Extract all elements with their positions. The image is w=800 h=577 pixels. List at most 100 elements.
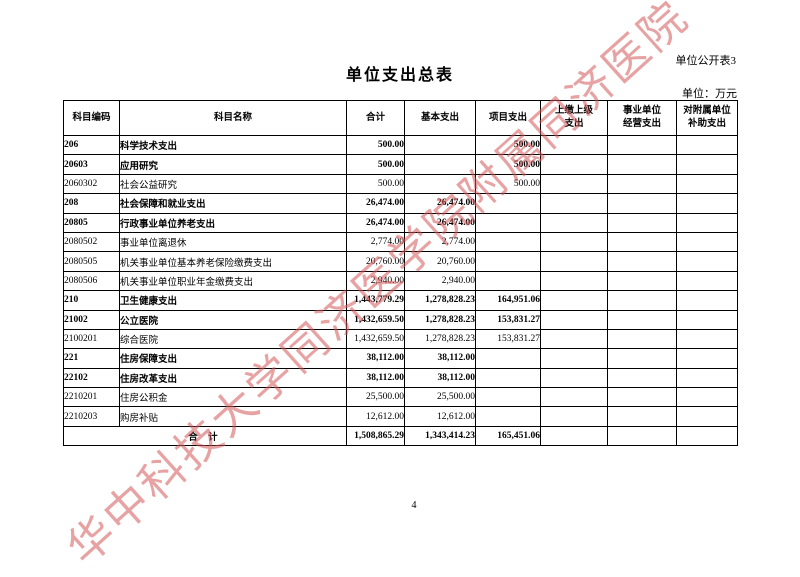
amount-cell-project: 500.00 <box>475 154 541 175</box>
amount-cell-operating <box>607 251 677 272</box>
amount-cell-operating <box>607 154 677 175</box>
subject-name-cell: 住房改革支出 <box>119 367 347 389</box>
amount-cell-total: 1,432,659.50 <box>346 328 405 350</box>
amount-cell-upper-level <box>540 270 608 292</box>
table-row: 2100201 综合医院 1,432,659.50 1,278,828.23 153,8… <box>63 328 738 350</box>
table-row: 2210203 购房补贴 12,612.00 12,612.00 <box>63 406 738 427</box>
column-header-3: 基本支出 <box>404 100 476 136</box>
amount-cell-project: 500.00 <box>475 173 541 195</box>
amount-cell-subsidy <box>676 173 738 195</box>
amount-cell-upper-level <box>540 387 608 408</box>
column-header-7: 对附属单位 补助支出 <box>676 100 738 136</box>
amount-cell-upper-level <box>540 290 608 311</box>
amount-cell-basic: 2,774.00 <box>404 231 476 253</box>
amount-cell-project <box>475 406 541 427</box>
subject-name-cell: 机关事业单位基本养老保险缴费支出 <box>119 251 347 272</box>
table-row: 2080506 机关事业单位职业年金缴费支出 2,940.00 2,940.00 <box>63 270 738 292</box>
subject-code-cell: 20603 <box>63 154 120 175</box>
amount-cell-basic <box>404 154 476 175</box>
table-row: 2210201 住房公积金 25,500.00 25,500.00 <box>63 387 738 408</box>
amount-cell-basic: 26,474.00 <box>404 212 476 233</box>
amount-cell-upper-level <box>540 348 608 369</box>
amount-cell-operating <box>607 270 677 292</box>
amount-cell-subsidy <box>676 406 738 427</box>
subject-code-cell: 22102 <box>63 367 120 389</box>
amount-cell-project <box>475 231 541 253</box>
amount-cell-operating <box>607 193 677 214</box>
table-row: 221 住房保障支出 38,112.00 38,112.00 <box>63 348 738 369</box>
subject-name-cell: 社会公益研究 <box>119 173 347 195</box>
subject-code-cell: 2210201 <box>63 387 120 408</box>
amount-cell-project: 153,831.27 <box>475 328 541 350</box>
table-row: 20805 行政事业单位养老支出 26,474.00 26,474.00 <box>63 212 738 233</box>
table-row: 2060302 社会公益研究 500.00 500.00 <box>63 173 738 195</box>
subject-name-cell: 综合医院 <box>119 328 347 350</box>
subject-code-cell: 208 <box>63 193 120 214</box>
amount-cell-upper-level <box>540 231 608 253</box>
amount-cell-total: 2,940.00 <box>346 270 405 292</box>
amount-cell-project: 164,951.06 <box>475 290 541 311</box>
amount-cell-upper-level <box>540 173 608 195</box>
subject-name-cell: 卫生健康支出 <box>119 290 347 311</box>
amount-cell-operating <box>607 231 677 253</box>
column-header-2: 合计 <box>346 100 405 136</box>
amount-cell-operating <box>607 173 677 195</box>
grand-total-label-cell: 合 计 <box>63 425 347 447</box>
amount-cell-total: 500.00 <box>346 173 405 195</box>
amount-cell-total: 26,474.00 <box>346 212 405 233</box>
subject-name-cell: 行政事业单位养老支出 <box>119 212 347 233</box>
amount-cell-operating <box>607 387 677 408</box>
column-header-4: 项目支出 <box>475 100 541 136</box>
amount-cell-total: 1,432,659.50 <box>346 309 405 330</box>
amount-cell-subsidy <box>676 134 738 156</box>
amount-cell-project <box>475 193 541 214</box>
grand-total-row: 合 计 1,508,865.29 1,343,414.23 165,451.06 <box>63 425 738 447</box>
amount-cell-subsidy <box>676 367 738 389</box>
subject-code-cell: 2210203 <box>63 406 120 427</box>
amount-cell-subsidy <box>676 154 738 175</box>
amount-cell-operating <box>607 425 677 447</box>
amount-cell-subsidy <box>676 193 738 214</box>
amount-cell-total: 26,474.00 <box>346 193 405 214</box>
subject-code-cell: 206 <box>63 134 120 156</box>
amount-cell-basic: 20,760.00 <box>404 251 476 272</box>
amount-cell-subsidy <box>676 290 738 311</box>
amount-cell-total: 38,112.00 <box>346 348 405 369</box>
table-row: 22102 住房改革支出 38,112.00 38,112.00 <box>63 367 738 389</box>
amount-cell-basic: 1,343,414.23 <box>404 425 476 447</box>
amount-cell-subsidy <box>676 231 738 253</box>
amount-cell-basic: 1,278,828.23 <box>404 290 476 311</box>
amount-cell-total: 1,443,779.29 <box>346 290 405 311</box>
amount-cell-total: 25,500.00 <box>346 387 405 408</box>
amount-cell-operating <box>607 134 677 156</box>
amount-cell-basic: 12,612.00 <box>404 406 476 427</box>
amount-cell-subsidy <box>676 212 738 233</box>
subject-name-cell: 住房公积金 <box>119 387 347 408</box>
subject-code-cell: 2060302 <box>63 173 120 195</box>
table-row: 208 社会保障和就业支出 26,474.00 26,474.00 <box>63 193 738 214</box>
subject-name-cell: 机关事业单位职业年金缴费支出 <box>119 270 347 292</box>
subject-name-cell: 科学技术支出 <box>119 134 347 156</box>
page-number: 4 <box>411 500 417 511</box>
amount-cell-basic: 26,474.00 <box>404 193 476 214</box>
amount-cell-basic: 38,112.00 <box>404 348 476 369</box>
amount-cell-project <box>475 387 541 408</box>
amount-cell-total: 12,612.00 <box>346 406 405 427</box>
amount-cell-upper-level <box>540 134 608 156</box>
amount-cell-subsidy <box>676 328 738 350</box>
corner-form-label: 单位公开表3 <box>675 55 737 67</box>
subject-code-cell: 20805 <box>63 212 120 233</box>
amount-cell-subsidy <box>676 425 738 447</box>
column-header-1: 科目名称 <box>119 100 347 136</box>
amount-cell-upper-level <box>540 212 608 233</box>
amount-cell-upper-level <box>540 328 608 350</box>
amount-cell-basic: 38,112.00 <box>404 367 476 389</box>
amount-cell-project: 500.00 <box>475 134 541 156</box>
subject-code-cell: 21002 <box>63 309 120 330</box>
subject-code-cell: 2080506 <box>63 270 120 292</box>
table-row: 2080502 事业单位离退休 2,774.00 2,774.00 <box>63 231 738 253</box>
amount-cell-project <box>475 251 541 272</box>
amount-cell-basic <box>404 134 476 156</box>
amount-cell-basic: 2,940.00 <box>404 270 476 292</box>
amount-cell-basic: 25,500.00 <box>404 387 476 408</box>
